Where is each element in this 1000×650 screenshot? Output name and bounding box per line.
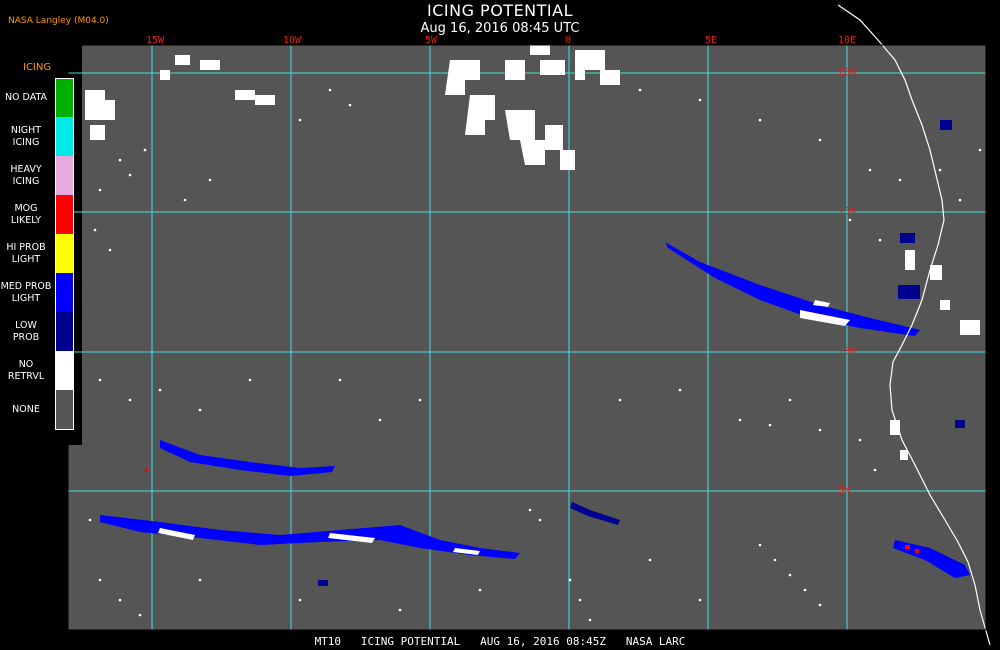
- lat-label-10n: 10N: [838, 346, 857, 357]
- lat-label-20n: 20N: [838, 67, 857, 78]
- legend-label: NO DATA: [4, 91, 48, 103]
- med-prob-band-west: [160, 440, 335, 476]
- icing-bands: [100, 120, 970, 586]
- legend-swatch: [56, 273, 74, 312]
- no-retrieval-northwest: [85, 55, 275, 140]
- legend-title: ICING: [23, 62, 52, 73]
- legend-item-heavy-icing: HEAVY ICING: [0, 156, 76, 195]
- lat-label-5n: 5N: [838, 485, 851, 496]
- no-retrieval-speckle: [88, 88, 982, 622]
- coastline-west-africa: [837, 4, 991, 646]
- no-retrieval-band-east: [800, 300, 850, 326]
- legend-swatch: [56, 117, 74, 156]
- legend-label: LOW PROB: [12, 319, 40, 343]
- no-retrieval-areas: [85, 45, 982, 622]
- footer-caption: MT10 ICING POTENTIAL AUG 16, 2016 08:45Z…: [314, 635, 686, 648]
- legend-item-mog-likely: MOG LIKELY: [0, 195, 76, 234]
- lon-label-0: 0: [565, 35, 572, 46]
- legend-label: MOG LIKELY: [10, 202, 42, 226]
- data-source-credit: NASA Langley (M04.0): [8, 16, 109, 26]
- med-prob-band-south: [100, 515, 520, 559]
- med-prob-band-east: [665, 242, 920, 336]
- low-prob-patch-south: [318, 502, 620, 586]
- lon-label-10e: 10E: [838, 35, 857, 46]
- legend-swatch: [56, 78, 74, 117]
- legend-label: HEAVY ICING: [10, 163, 42, 187]
- legend-item-no-data: NO DATA: [0, 78, 76, 117]
- legend-item-night-icing: NIGHT ICING: [0, 117, 76, 156]
- legend-swatch: [56, 156, 74, 195]
- legend-item-hi-prob-light: HI PROB LIGHT: [0, 234, 76, 273]
- no-retrieval-sahara-cluster: [445, 45, 620, 170]
- legend-item-no-retrieval: NO RETRVL: [0, 351, 76, 390]
- legend-item-none: NONE: [0, 390, 76, 429]
- lon-label-10w: 10W: [283, 35, 302, 46]
- legend-label: MED PROB LIGHT: [0, 280, 52, 304]
- legend-swatch: [56, 390, 74, 429]
- legend-swatch: [56, 312, 74, 351]
- map-title: ICING POTENTIAL: [426, 1, 573, 20]
- legend-item-med-prob-light: MED PROB LIGHT: [0, 273, 76, 312]
- icing-legend: NO DATA NIGHT ICING HEAVY ICING MOG LIKE…: [0, 78, 76, 429]
- med-prob-band-southeast: [893, 540, 970, 578]
- lon-label-15w: 15W: [146, 35, 165, 46]
- lon-label-5w: 5W: [425, 35, 438, 46]
- legend-label: NONE: [12, 403, 40, 415]
- legend-label: NIGHT ICING: [10, 124, 42, 148]
- legend-swatch: [56, 234, 74, 273]
- lat-label-15n: 15N: [838, 206, 857, 217]
- lon-label-5e: 5E: [705, 35, 718, 46]
- legend-swatch: [56, 351, 74, 390]
- legend-label: HI PROB LIGHT: [6, 241, 46, 265]
- map-timestamp: Aug 16, 2016 08:45 UTC: [420, 21, 580, 36]
- legend-label: NO RETRVL: [7, 358, 45, 382]
- legend-swatch: [56, 195, 74, 234]
- legend-item-low-prob: LOW PROB: [0, 312, 76, 351]
